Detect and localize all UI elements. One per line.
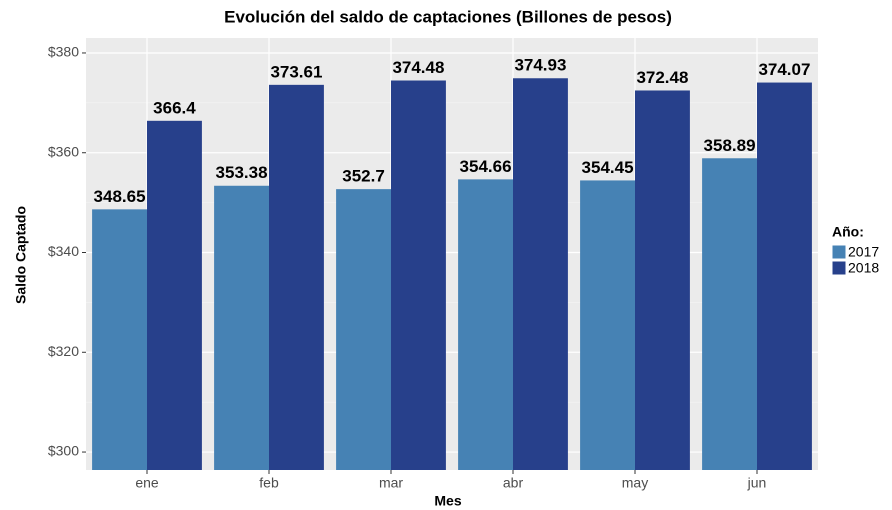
- x-tick-label: jun: [747, 475, 767, 491]
- value-label: 352.7: [342, 167, 385, 186]
- bar: [336, 189, 391, 470]
- value-label: 374.07: [758, 60, 810, 79]
- y-tick-label: $300: [48, 443, 79, 459]
- x-tick-label: feb: [259, 475, 279, 491]
- x-tick-label: may: [622, 475, 648, 491]
- chart-title: Evolución del saldo de captaciones (Bill…: [224, 7, 672, 26]
- value-label: 374.93: [514, 56, 566, 75]
- bar: [635, 90, 690, 471]
- value-label: 373.61: [270, 62, 322, 81]
- bar: [269, 84, 324, 471]
- x-tick-label: ene: [135, 475, 159, 491]
- x-tick-label: abr: [503, 475, 524, 491]
- x-tick-label: mar: [379, 475, 403, 491]
- y-tick-label: $380: [48, 44, 79, 60]
- value-label: 372.48: [636, 68, 688, 87]
- y-axis-label: Saldo Captado: [13, 206, 29, 304]
- y-tick-label: $320: [48, 343, 79, 359]
- legend-title: Año:: [832, 224, 864, 240]
- bar: [391, 80, 446, 470]
- bar: [513, 78, 568, 471]
- panel: [86, 38, 818, 470]
- bar: [580, 180, 635, 470]
- value-label: 348.65: [94, 187, 146, 206]
- legend-key: [831, 260, 847, 276]
- y-tick-label: $340: [48, 243, 79, 259]
- bar: [147, 120, 202, 470]
- bar: [214, 185, 269, 470]
- value-label: 354.45: [582, 158, 634, 177]
- bar: [757, 82, 812, 471]
- bar: [458, 179, 513, 470]
- value-label: 353.38: [216, 163, 268, 182]
- legend-key: [831, 244, 847, 260]
- value-label: 366.4: [153, 98, 196, 117]
- value-label: 358.89: [704, 136, 756, 155]
- value-label: 354.66: [460, 157, 512, 176]
- legend-label: 2018: [848, 260, 879, 276]
- x-axis-label: Mes: [434, 493, 461, 509]
- value-label: 374.48: [392, 58, 444, 77]
- legend-label: 2017: [848, 244, 879, 260]
- y-tick-label: $360: [48, 143, 79, 159]
- bar: [92, 209, 147, 471]
- bar: [702, 158, 757, 470]
